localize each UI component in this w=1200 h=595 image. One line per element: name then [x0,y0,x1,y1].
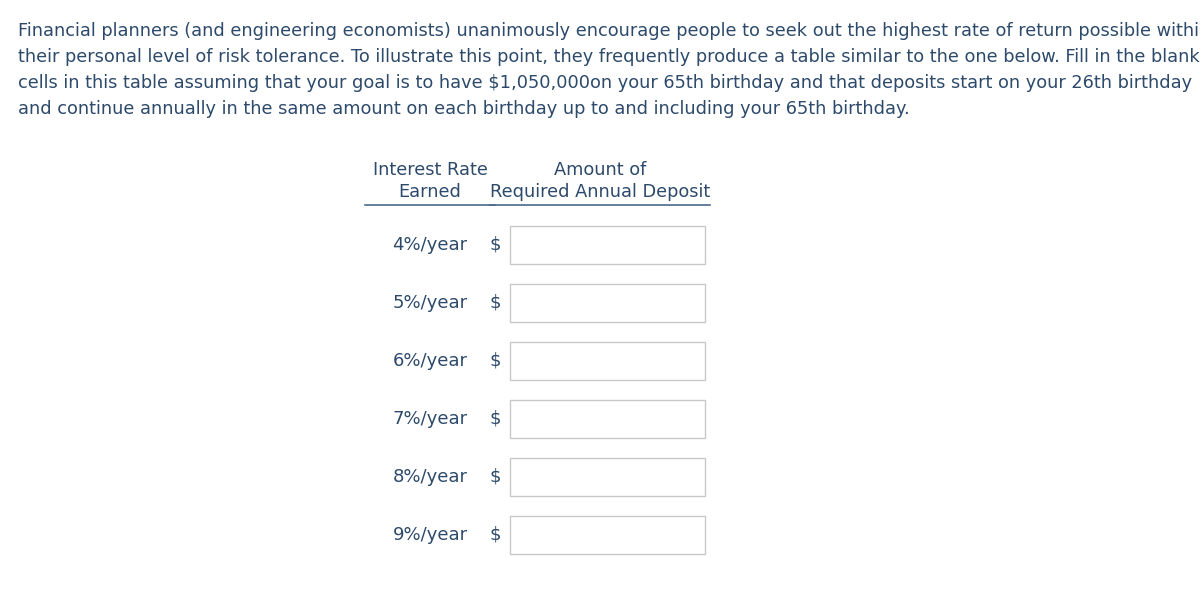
Bar [510,342,706,380]
Text: 9%/year: 9%/year [392,526,468,544]
Text: $: $ [490,410,500,428]
Bar [510,284,706,322]
Text: 6%/year: 6%/year [392,352,468,370]
Bar [510,400,706,438]
Text: their personal level of risk tolerance. To illustrate this point, they frequentl: their personal level of risk tolerance. … [18,48,1200,66]
Text: 5%/year: 5%/year [392,294,468,312]
Text: Amount of: Amount of [554,161,646,179]
Text: 8%/year: 8%/year [392,468,468,486]
Text: and continue annually in the same amount on each birthday up to and including yo: and continue annually in the same amount… [18,100,910,118]
Text: cells in this table assuming that your goal is to have $1,050,000on your 65th bi: cells in this table assuming that your g… [18,74,1192,92]
Text: Earned: Earned [398,183,462,201]
Text: $: $ [490,352,500,370]
Text: $: $ [490,468,500,486]
Text: $: $ [490,294,500,312]
Text: $: $ [490,526,500,544]
Text: 7%/year: 7%/year [392,410,468,428]
Text: Interest Rate: Interest Rate [372,161,487,179]
Text: 4%/year: 4%/year [392,236,468,254]
Bar [510,226,706,264]
Text: Financial planners (and engineering economists) unanimously encourage people to : Financial planners (and engineering econ… [18,22,1200,40]
Bar [510,458,706,496]
Bar [510,516,706,554]
Text: $: $ [490,236,500,254]
Text: Required Annual Deposit: Required Annual Deposit [490,183,710,201]
